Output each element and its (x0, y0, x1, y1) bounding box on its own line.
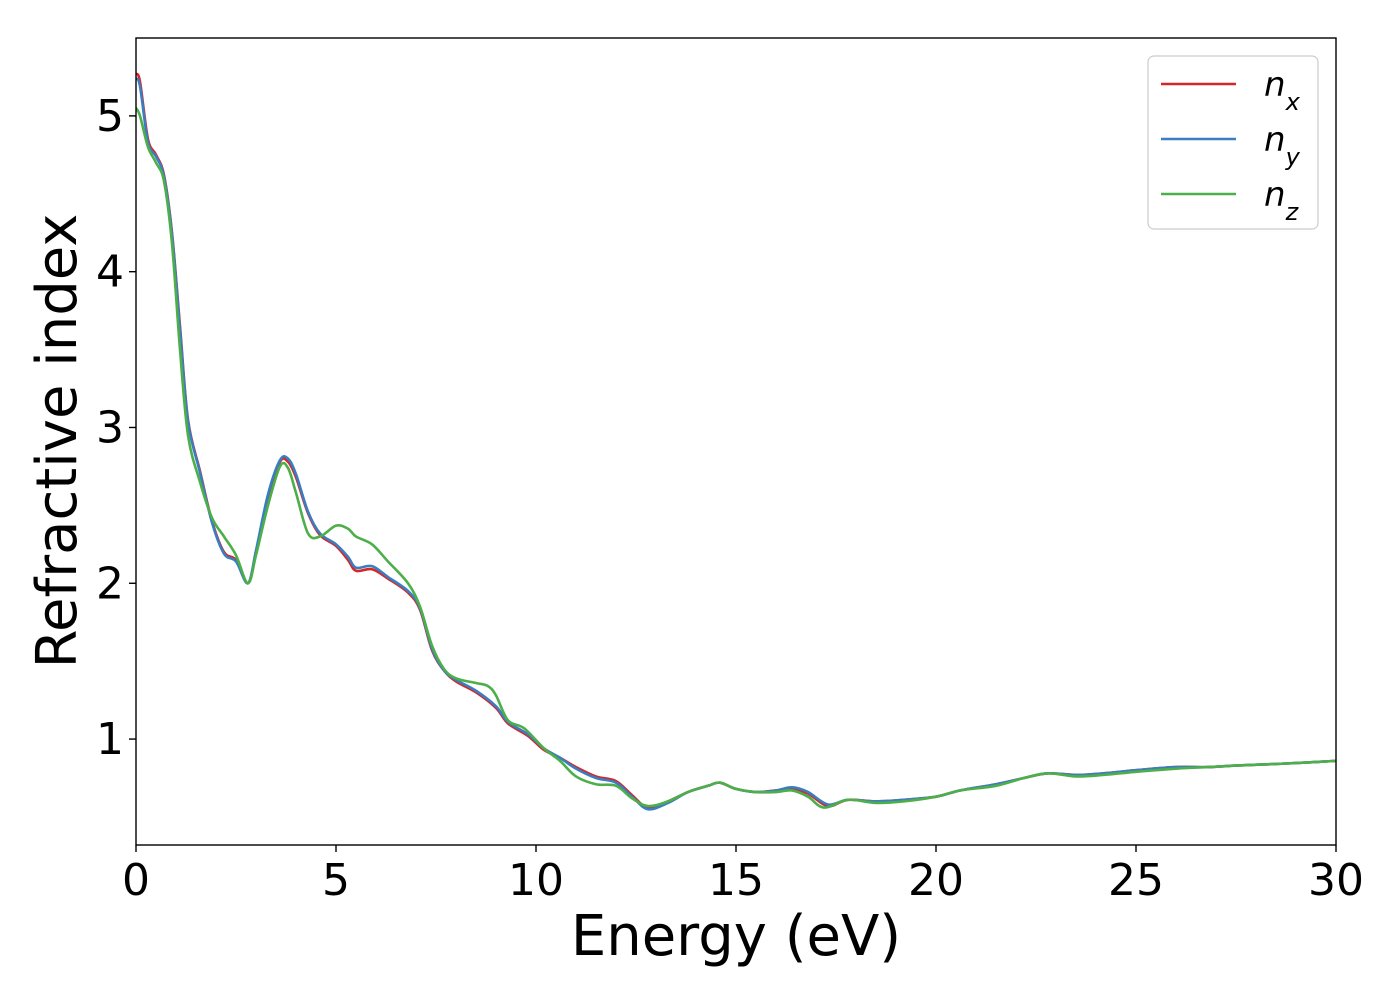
y-tick-label: 1 (96, 714, 124, 765)
legend-box (1147, 55, 1319, 230)
y-tick-label: 4 (96, 247, 124, 298)
legend-label-subscript: z (1285, 198, 1300, 226)
y-axis-ticks: 1 2 3 4 5 (96, 91, 136, 765)
y-tick-label: 3 (96, 402, 124, 453)
y-axis-label: Refractive index (25, 214, 90, 669)
legend-label-subscript: y (1285, 143, 1301, 171)
x-tick-label: 20 (908, 855, 964, 906)
series-line-n-z (136, 106, 1336, 809)
x-axis-ticks: 0 5 10 15 20 25 30 (122, 845, 1364, 906)
plot-area (136, 72, 1336, 811)
series-layer (136, 72, 1336, 811)
x-tick-label: 5 (322, 855, 350, 906)
x-axis-label: Energy (eV) (571, 904, 901, 969)
y-tick-label: 2 (96, 558, 124, 609)
x-tick-label: 30 (1308, 855, 1364, 906)
x-tick-label: 0 (122, 855, 150, 906)
y-tick-label: 5 (96, 91, 124, 142)
legend-label-subscript: x (1285, 88, 1301, 116)
x-tick-label: 10 (508, 855, 564, 906)
x-tick-label: 15 (708, 855, 764, 906)
x-tick-label: 25 (1108, 855, 1164, 906)
